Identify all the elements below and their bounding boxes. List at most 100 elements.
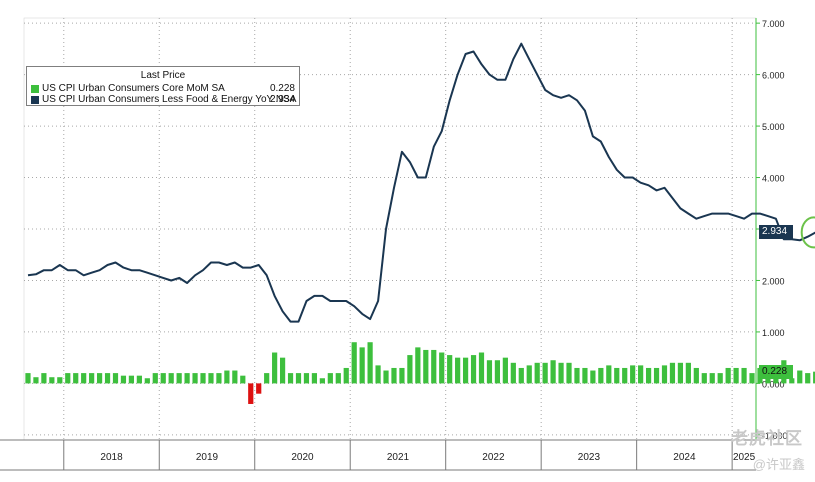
bar-core-mom [208, 373, 214, 384]
bar-core-mom [805, 373, 811, 384]
y-tick-label: 6.000 [762, 71, 785, 81]
bar-core-mom [462, 357, 469, 384]
bar-core-mom [287, 373, 294, 384]
bar-core-mom [264, 373, 270, 384]
bar-core-mom [725, 367, 731, 384]
bar-core-mom [248, 383, 254, 404]
bar-core-mom [590, 370, 596, 384]
bar-core-mom [144, 378, 150, 384]
bar-core-mom [606, 365, 612, 384]
bar-core-mom [526, 365, 532, 384]
bar-core-mom [399, 367, 405, 384]
bar-core-mom [311, 373, 318, 384]
bar-core-mom [359, 347, 365, 384]
legend-title: Last Price [140, 70, 186, 81]
bar-core-mom [789, 378, 795, 384]
bar-core-mom [566, 362, 572, 384]
bar-core-mom [447, 355, 453, 384]
bar-core-mom [168, 373, 174, 384]
x-tick-label: 2021 [387, 452, 410, 463]
y-tick-label: 5.000 [762, 122, 785, 132]
bar-core-mom [25, 373, 31, 384]
bar-core-mom [741, 367, 747, 384]
last-price-tag-yoy: 2.934 [759, 225, 793, 240]
bar-core-mom [693, 367, 699, 384]
bar-core-mom [112, 373, 119, 384]
watermark-logo-text: 老虎社区 [731, 429, 803, 448]
bar-core-mom [176, 373, 182, 384]
legend-entry-core-mom: US CPI Urban Consumers Core MoM SA 0.228 [31, 83, 295, 95]
bar-core-mom [558, 362, 564, 384]
bar-core-mom [550, 360, 556, 384]
bar-core-mom [160, 373, 166, 384]
bar-core-mom [136, 375, 142, 384]
bar-core-mom [645, 367, 652, 384]
bar-core-mom [407, 355, 413, 384]
x-tick-label: 2025 [733, 452, 756, 463]
bar-core-mom [502, 357, 508, 384]
bar-core-mom [486, 360, 493, 384]
bar-core-mom [630, 365, 636, 384]
bar-core-mom [216, 373, 222, 384]
bar-core-mom [295, 373, 302, 384]
last-point-highlight [800, 216, 815, 249]
last-price-tag-mom: 0.228 [759, 364, 793, 379]
bar-core-mom [303, 373, 310, 384]
x-tick-label: 2023 [578, 452, 601, 463]
bar-core-mom [622, 367, 628, 384]
y-tick-label: -1.000 [762, 431, 788, 441]
legend-value-core-yoy: 2.934 [269, 94, 295, 105]
bar-core-mom [256, 383, 262, 394]
bar-core-mom [653, 367, 660, 384]
bar-core-mom [272, 352, 278, 384]
bar-core-mom [41, 373, 47, 384]
y-tick-label: 0.000 [762, 379, 785, 389]
x-tick-label: 2024 [673, 452, 696, 463]
y-tick-label: 7.000 [762, 19, 785, 29]
legend-swatch-core-yoy [31, 96, 39, 104]
bar-core-mom [232, 370, 238, 384]
bar-core-mom [96, 373, 103, 384]
bar-core-mom [81, 373, 87, 384]
bar-core-mom [478, 352, 485, 384]
bar-core-mom [685, 362, 691, 384]
bar-core-mom [152, 373, 158, 384]
bar-core-mom [574, 367, 580, 384]
bar-core-mom [327, 373, 333, 384]
bar-core-mom [733, 367, 739, 384]
bar-core-mom [542, 362, 548, 384]
x-tick-label: 2022 [482, 452, 505, 463]
bar-core-mom [455, 357, 461, 384]
bar-core-mom [813, 371, 815, 384]
bar-core-mom [510, 362, 516, 384]
bar-core-mom [797, 370, 803, 384]
bar-core-mom [415, 347, 421, 384]
watermark-author: @许亚鑫 [752, 457, 805, 472]
bar-core-mom [661, 365, 668, 384]
bar-core-mom [391, 367, 397, 384]
bar-core-mom [200, 373, 206, 384]
bar-core-mom [240, 375, 246, 384]
bar-core-mom [319, 378, 325, 384]
bar-core-mom [335, 373, 341, 384]
bar-core-mom [184, 373, 190, 384]
bar-core-mom [343, 367, 349, 384]
bar-core-mom [470, 355, 477, 384]
x-tick-label: 2019 [196, 452, 219, 463]
x-tick-label: 2018 [100, 452, 123, 463]
legend: Last Price US CPI Urban Consumers Core M… [26, 66, 300, 106]
bar-core-mom [73, 373, 79, 384]
bar-core-mom [192, 373, 198, 384]
bar-core-mom [351, 342, 357, 384]
bar-core-mom [717, 373, 723, 384]
bar-core-mom [701, 373, 707, 384]
bar-core-mom [89, 373, 95, 384]
bar-core-mom [57, 377, 63, 384]
bar-core-mom [598, 367, 604, 384]
bar-core-mom [614, 367, 620, 384]
legend-entry-core-yoy: US CPI Urban Consumers Less Food & Energ… [31, 94, 296, 106]
bar-core-mom [431, 349, 437, 384]
bar-core-mom [367, 342, 373, 384]
y-tick-label: 1.000 [762, 328, 785, 338]
bar-core-mom [749, 373, 755, 384]
